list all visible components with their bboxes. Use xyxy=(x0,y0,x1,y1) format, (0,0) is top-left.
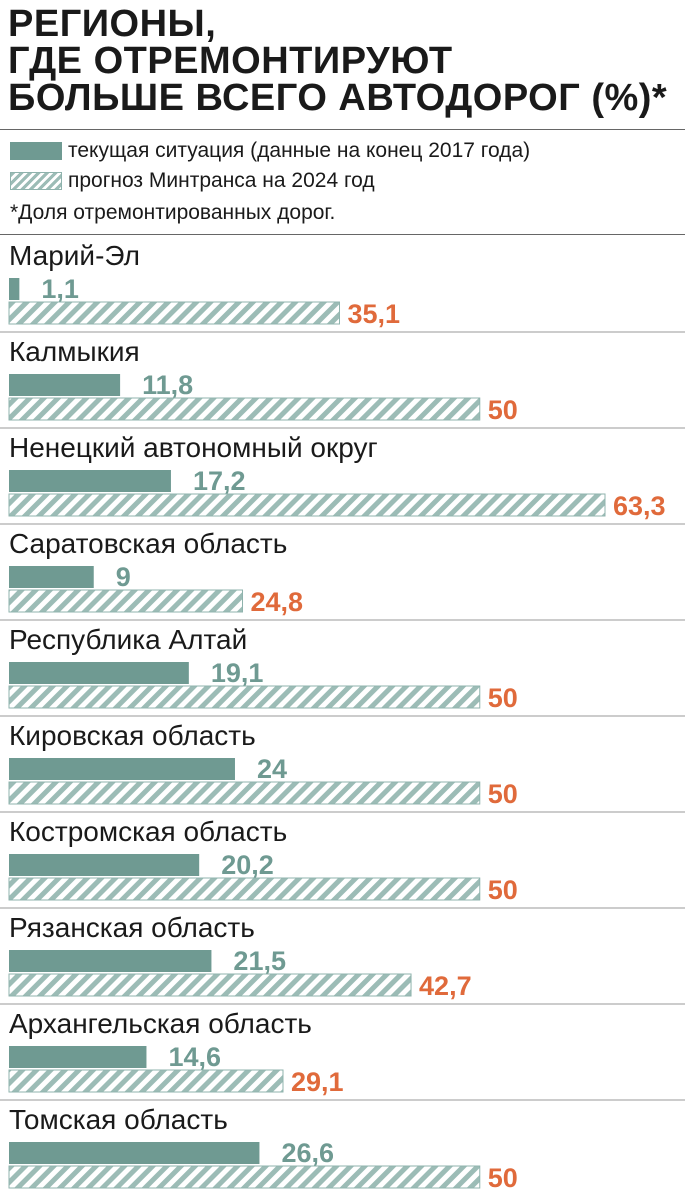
region-label: Томская область xyxy=(9,1104,228,1135)
value-label-current: 26,6 xyxy=(281,1138,334,1168)
bar-current xyxy=(9,1142,260,1164)
bar-forecast xyxy=(8,589,244,613)
legend-label-current: текущая ситуация (данные на конец 2017 г… xyxy=(68,139,531,162)
value-label-forecast: 42,7 xyxy=(419,971,472,1001)
bar-current xyxy=(9,950,212,972)
region-label: Республика Алтай xyxy=(9,624,247,655)
bar-current xyxy=(9,374,121,396)
bar-forecast xyxy=(8,973,412,997)
legend-forecast: прогноз Минтранса на 2024 год xyxy=(10,169,375,192)
region-label: Марий-Эл xyxy=(9,240,140,271)
bar-current xyxy=(9,854,200,876)
title-line-2: ГДЕ ОТРЕМОНТИРУЮТ xyxy=(8,40,453,82)
region-label: Кировская область xyxy=(9,720,256,751)
bar-current xyxy=(9,470,171,492)
value-label-forecast: 50 xyxy=(488,1163,518,1193)
bar-current xyxy=(9,662,189,684)
divider-top xyxy=(0,129,685,130)
region-label: Калмыкия xyxy=(9,336,140,367)
bar-current xyxy=(9,758,235,780)
bar-forecast xyxy=(8,1069,284,1093)
legend-current: текущая ситуация (данные на конец 2017 г… xyxy=(10,139,531,162)
bar-forecast xyxy=(8,877,481,901)
footnote: *Доля отремонтированных дорог. xyxy=(10,201,336,224)
bar-forecast xyxy=(8,1165,481,1189)
value-label-current: 24 xyxy=(257,754,287,784)
value-label-current: 19,1 xyxy=(211,658,264,688)
region-label: Саратовская область xyxy=(9,528,287,559)
value-label-current: 11,8 xyxy=(142,370,193,400)
region-label: Ненецкий автономный округ xyxy=(9,432,378,463)
value-label-current: 1,1 xyxy=(41,274,79,304)
bar-forecast xyxy=(8,685,481,709)
region-label: Костромская область xyxy=(9,816,287,847)
legend-swatch-current xyxy=(10,142,62,160)
bar-forecast xyxy=(8,301,340,325)
bar-forecast xyxy=(8,493,606,517)
value-label-current: 21,5 xyxy=(233,946,286,976)
value-label-current: 14,6 xyxy=(168,1042,221,1072)
bar-current xyxy=(9,278,20,300)
value-label-forecast: 50 xyxy=(488,395,518,425)
title-line-1: РЕГИОНЫ, xyxy=(8,3,217,45)
value-label-forecast: 24,8 xyxy=(251,587,304,617)
value-label-forecast: 35,1 xyxy=(347,299,400,329)
value-label-current: 20,2 xyxy=(221,850,274,880)
value-label-forecast: 29,1 xyxy=(291,1067,344,1097)
bar-forecast xyxy=(8,781,481,805)
bar-current xyxy=(9,566,94,588)
title-line-3: БОЛЬШЕ ВСЕГО АВТОДОРОГ (%)* xyxy=(8,77,668,119)
value-label-forecast: 50 xyxy=(488,683,518,713)
legend-label-forecast: прогноз Минтранса на 2024 год xyxy=(68,169,375,192)
chart-title: РЕГИОНЫ, ГДЕ ОТРЕМОНТИРУЮТ БОЛЬШЕ ВСЕГО … xyxy=(8,3,668,119)
bar-current xyxy=(9,1046,147,1068)
divider-legend xyxy=(0,234,685,235)
value-label-forecast: 63,3 xyxy=(613,491,666,521)
bar-forecast xyxy=(8,397,481,421)
value-label-current: 9 xyxy=(116,562,131,592)
legend-swatch-forecast xyxy=(10,172,62,190)
region-label: Рязанская область xyxy=(9,912,255,943)
value-label-forecast: 50 xyxy=(488,779,518,809)
region-label: Архангельская область xyxy=(9,1008,312,1039)
value-label-forecast: 50 xyxy=(488,875,518,905)
value-label-current: 17,2 xyxy=(193,466,246,496)
